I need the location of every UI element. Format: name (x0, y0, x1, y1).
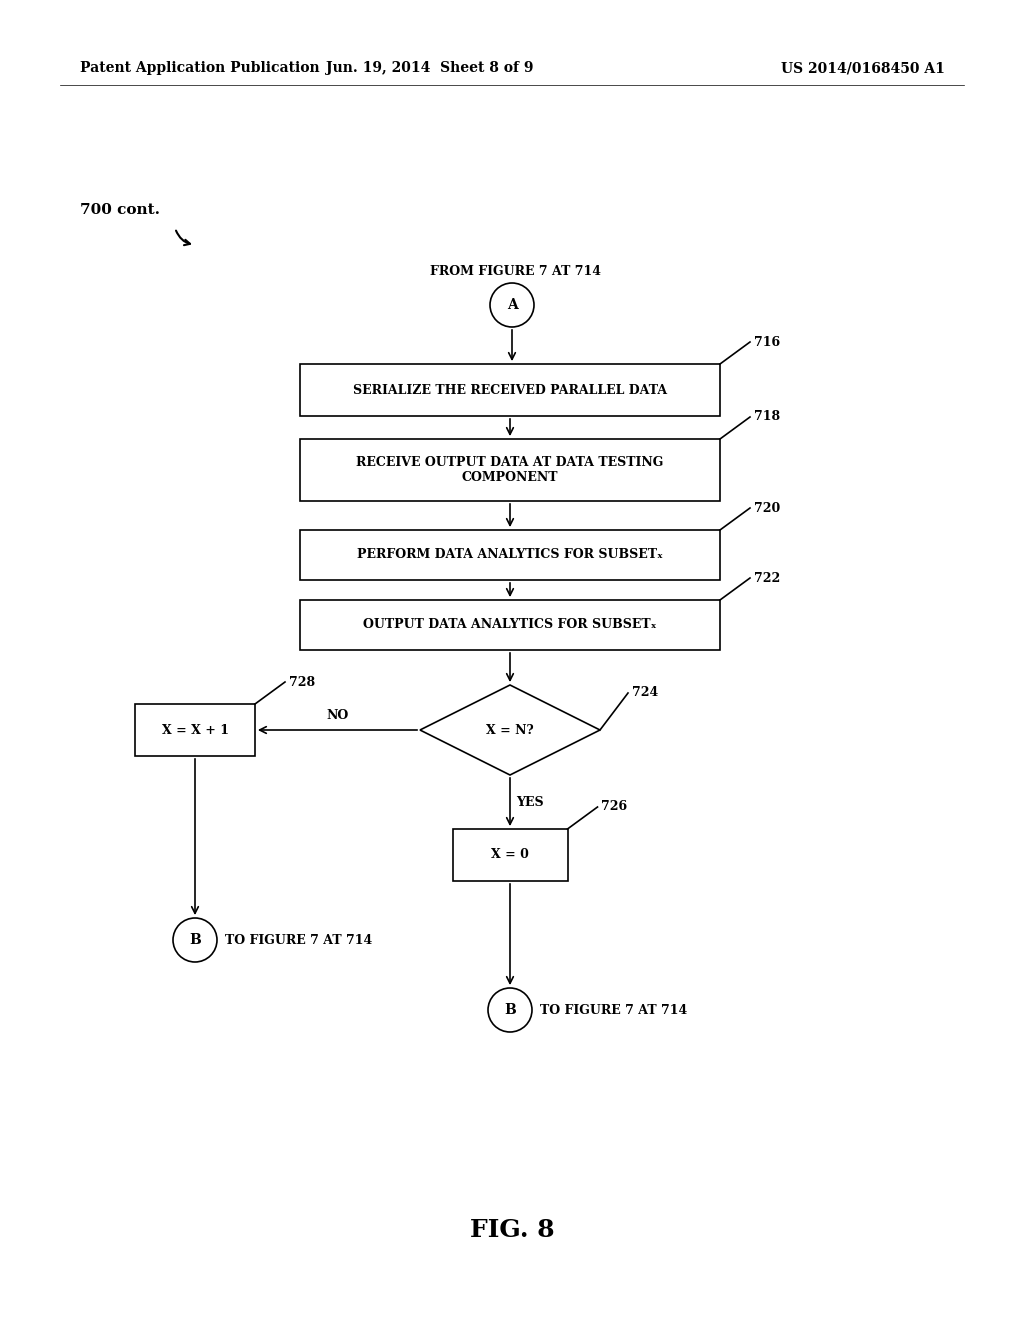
Text: 700 cont.: 700 cont. (80, 203, 160, 216)
Circle shape (488, 987, 532, 1032)
Text: X = 0: X = 0 (492, 849, 529, 862)
Text: FIG. 8: FIG. 8 (470, 1218, 554, 1242)
FancyBboxPatch shape (300, 364, 720, 416)
Text: RECEIVE OUTPUT DATA AT DATA TESTING
COMPONENT: RECEIVE OUTPUT DATA AT DATA TESTING COMP… (356, 455, 664, 484)
Text: TO FIGURE 7 AT 714: TO FIGURE 7 AT 714 (225, 933, 373, 946)
Text: A: A (507, 298, 517, 312)
Text: 718: 718 (754, 411, 780, 424)
Polygon shape (420, 685, 600, 775)
Text: NO: NO (327, 709, 348, 722)
Text: 726: 726 (601, 800, 628, 813)
Circle shape (173, 917, 217, 962)
Text: X = N?: X = N? (486, 723, 534, 737)
FancyBboxPatch shape (135, 704, 255, 756)
Text: US 2014/0168450 A1: US 2014/0168450 A1 (781, 61, 945, 75)
Text: 724: 724 (632, 686, 658, 700)
Circle shape (490, 282, 534, 327)
Text: PERFORM DATA ANALYTICS FOR SUBSETₓ: PERFORM DATA ANALYTICS FOR SUBSETₓ (357, 549, 663, 561)
Text: 716: 716 (754, 335, 780, 348)
FancyBboxPatch shape (453, 829, 567, 880)
Text: B: B (189, 933, 201, 946)
Text: Jun. 19, 2014  Sheet 8 of 9: Jun. 19, 2014 Sheet 8 of 9 (327, 61, 534, 75)
Text: 720: 720 (754, 502, 780, 515)
Text: YES: YES (516, 796, 544, 808)
FancyBboxPatch shape (300, 601, 720, 649)
Text: SERIALIZE THE RECEIVED PARALLEL DATA: SERIALIZE THE RECEIVED PARALLEL DATA (353, 384, 667, 396)
Text: 728: 728 (289, 676, 315, 689)
Text: Patent Application Publication: Patent Application Publication (80, 61, 319, 75)
Text: OUTPUT DATA ANALYTICS FOR SUBSETₓ: OUTPUT DATA ANALYTICS FOR SUBSETₓ (364, 619, 656, 631)
Text: X = X + 1: X = X + 1 (162, 723, 228, 737)
Text: B: B (504, 1003, 516, 1016)
Text: FROM FIGURE 7 AT 714: FROM FIGURE 7 AT 714 (430, 265, 601, 279)
FancyBboxPatch shape (300, 531, 720, 579)
FancyBboxPatch shape (300, 440, 720, 502)
Text: 722: 722 (754, 572, 780, 585)
Text: TO FIGURE 7 AT 714: TO FIGURE 7 AT 714 (540, 1003, 687, 1016)
